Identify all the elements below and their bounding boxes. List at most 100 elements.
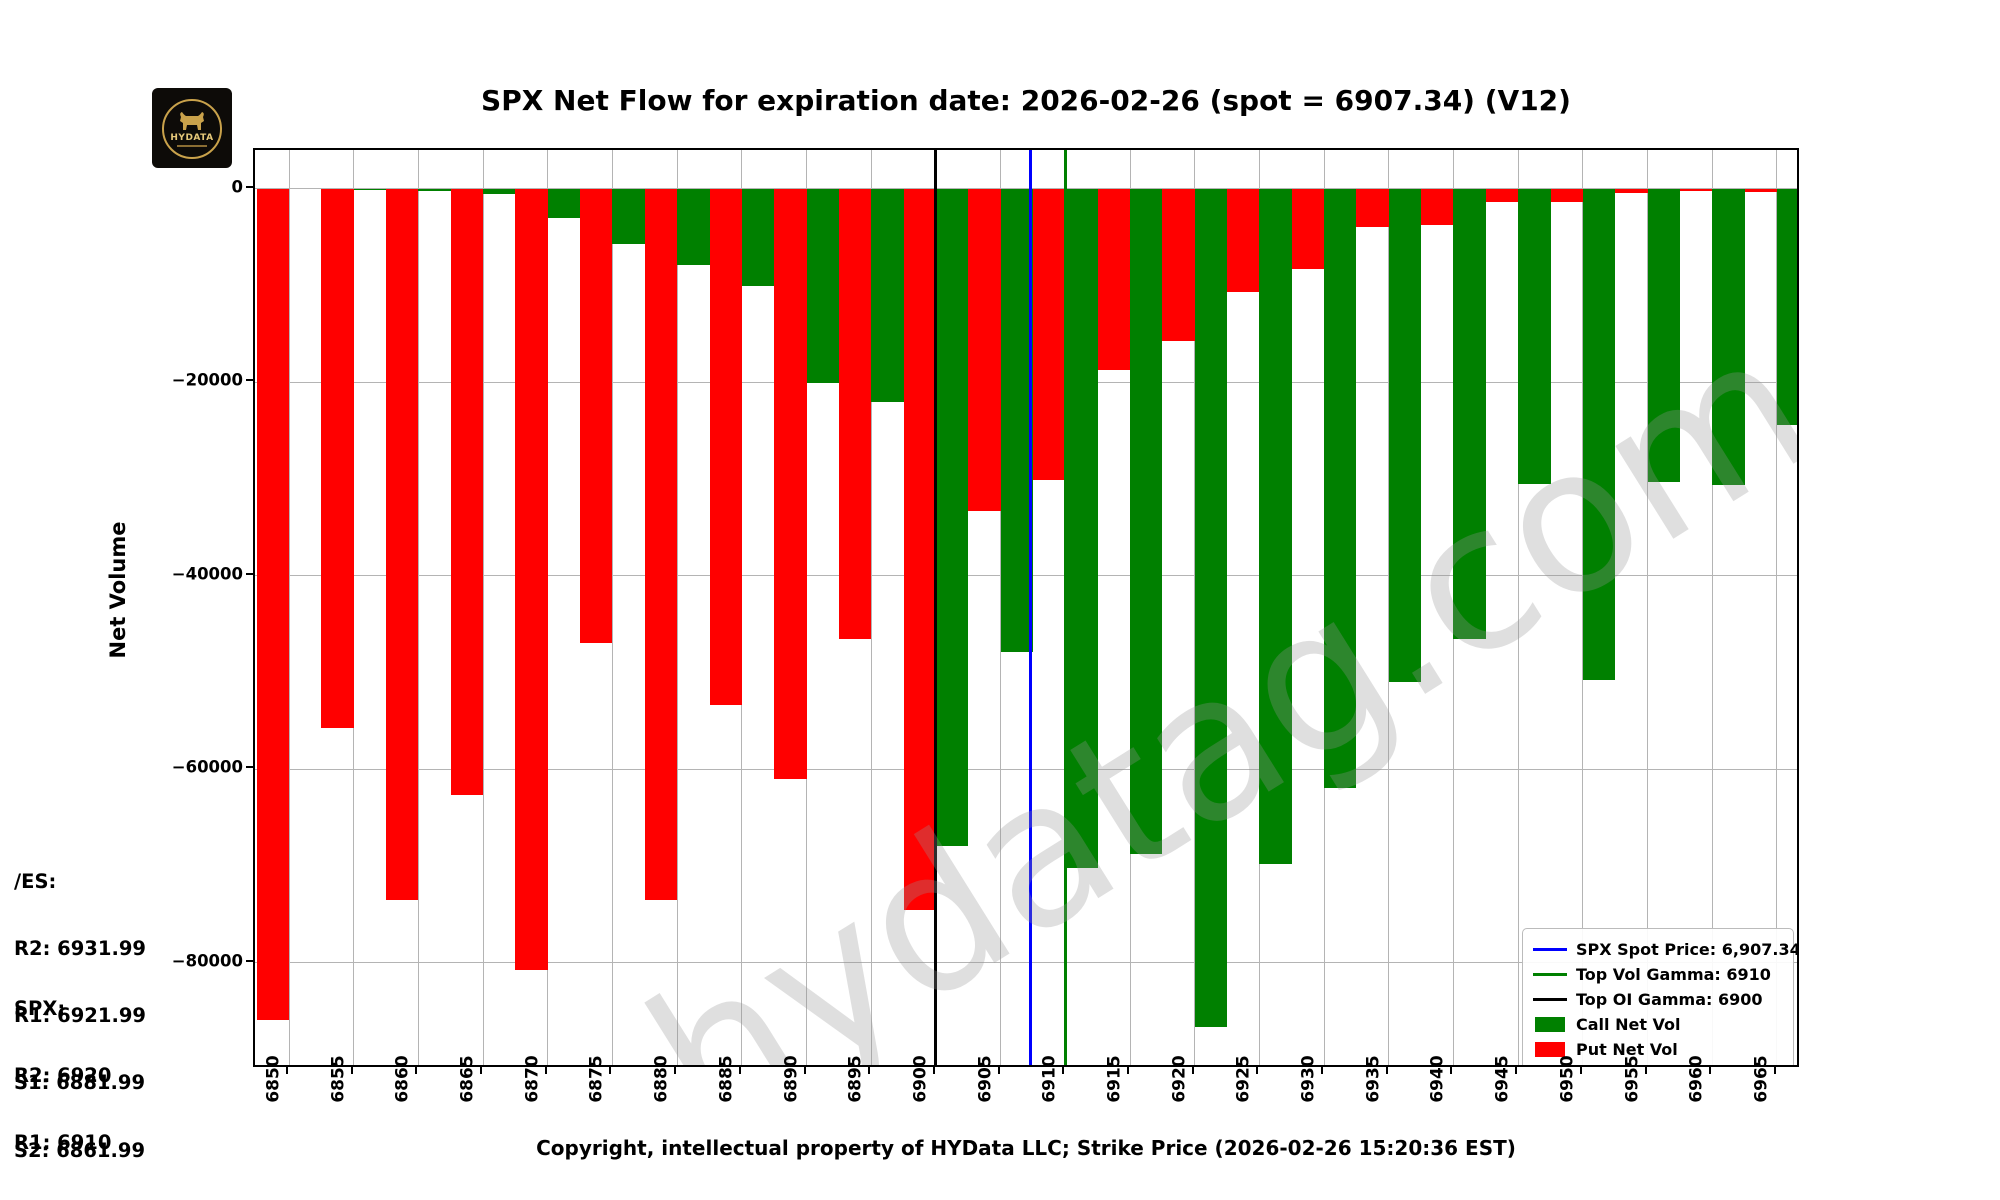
legend-item: Put Net Vol (1533, 1037, 1783, 1062)
x-tick-mark (1191, 1067, 1194, 1074)
put-net-vol-bar-6850 (256, 188, 290, 1020)
x-tick-mark (1321, 1067, 1324, 1074)
es-s1: S1: 6881.99 (14, 1071, 146, 1095)
es-r1: R1: 6921.99 (14, 1004, 146, 1028)
legend-label: Call Net Vol (1576, 1015, 1681, 1034)
call-net-vol-bar-6945 (1453, 188, 1486, 639)
legend-swatch-color (1535, 1017, 1565, 1032)
call-net-vol-bar-6875 (547, 188, 581, 218)
x-tick-label: 6850 (263, 1055, 284, 1103)
spx-r2: R2: 6920 (14, 1064, 112, 1088)
v-gridline (353, 150, 355, 1065)
v-gridline (547, 150, 549, 1065)
x-tick-mark (480, 1067, 483, 1074)
legend-swatch-color (1535, 1042, 1565, 1057)
v-gridline (870, 150, 872, 1065)
x-tick-label: 6890 (780, 1055, 801, 1103)
x-tick-mark (1450, 1067, 1453, 1074)
x-tick-label: 6880 (651, 1055, 672, 1103)
logo-brand-text: HYDATA (170, 133, 214, 143)
put-net-vol-bar-6935 (1356, 188, 1389, 228)
y-tick-mark (246, 959, 253, 962)
y-axis-label: Net Volume (106, 521, 130, 659)
x-tick-label: 6910 (1039, 1055, 1060, 1103)
call-net-vol-bar-6955 (1582, 188, 1616, 681)
y-tick-label: −20000 (171, 370, 243, 390)
put-net-vol-bar-6880 (644, 188, 678, 900)
x-tick-label: 6915 (1104, 1055, 1125, 1103)
x-axis-caption: Copyright, intellectual property of HYDa… (536, 1136, 1516, 1160)
v-gridline (611, 150, 613, 1065)
call-net-vol-bar-6960 (1647, 188, 1680, 482)
legend-label: SPX Spot Price: 6,907.34 (1576, 940, 1799, 959)
x-tick-label: 6935 (1363, 1055, 1384, 1103)
es-levels-block: /ES: R2: 6931.99 R1: 6921.99 S1: 6881.99… (14, 826, 146, 1200)
h-gridline (255, 768, 1797, 770)
x-tick-label: 6930 (1298, 1055, 1319, 1103)
v-gridline (741, 150, 743, 1065)
legend-label: Top OI Gamma: 6900 (1576, 990, 1763, 1009)
v-gridline (1517, 150, 1519, 1065)
call-net-vol-bar-6870 (483, 188, 516, 195)
top-oi-gamma-6900-line (934, 150, 938, 1065)
put-net-vol-bar-6925 (1227, 188, 1260, 293)
call-net-vol-bar-6965 (1712, 188, 1745, 485)
x-tick-mark (286, 1067, 289, 1074)
logo-tagline-rule (177, 145, 207, 147)
x-tick-mark (350, 1067, 353, 1074)
legend-item: Top Vol Gamma: 6910 (1533, 962, 1783, 987)
x-tick-label: 6855 (328, 1055, 349, 1103)
call-net-vol-bar-6900 (871, 188, 904, 402)
x-tick-mark (1773, 1067, 1776, 1074)
put-net-vol-bar-6870 (515, 188, 548, 971)
legend-item: Call Net Vol (1533, 1012, 1783, 1037)
x-tick-mark (1062, 1067, 1065, 1074)
call-net-vol-bar-6950 (1518, 188, 1551, 484)
put-net-vol-bar-6890 (774, 188, 807, 779)
legend-swatch-color (1533, 947, 1567, 952)
y-tick-mark (246, 572, 253, 575)
call-net-vol-bar-6910 (1000, 188, 1033, 653)
x-tick-label: 6920 (1169, 1055, 1190, 1103)
h-gridline (255, 962, 1797, 964)
x-tick-mark (868, 1067, 871, 1074)
v-gridline (806, 150, 808, 1065)
call-net-vol-bar-6935 (1324, 188, 1357, 789)
put-net-vol-bar-6875 (580, 188, 613, 644)
x-tick-label: 6860 (392, 1055, 413, 1103)
put-net-vol-bar-6930 (1291, 188, 1325, 269)
y-tick-label: −40000 (171, 564, 243, 584)
put-net-vol-bar-6860 (386, 188, 419, 900)
y-tick-mark (246, 766, 253, 769)
call-net-vol-bar-6920 (1130, 188, 1163, 855)
v-gridline (482, 150, 484, 1065)
v-gridline (676, 150, 678, 1065)
x-tick-mark (932, 1067, 935, 1074)
x-tick-label: 6945 (1492, 1055, 1513, 1103)
x-tick-mark (1515, 1067, 1518, 1074)
y-tick-label: −80000 (171, 951, 243, 971)
put-net-vol-bar-6920 (1162, 188, 1195, 341)
call-net-vol-bar-6915 (1065, 188, 1098, 868)
x-tick-label: 6895 (845, 1055, 866, 1103)
x-tick-label: 6865 (457, 1055, 478, 1103)
x-tick-mark (1256, 1067, 1259, 1074)
x-tick-label: 6885 (716, 1055, 737, 1103)
x-tick-mark (1127, 1067, 1130, 1074)
v-gridline (1647, 150, 1649, 1065)
put-net-vol-bar-6915 (1097, 188, 1131, 370)
call-net-vol-bar-6930 (1259, 188, 1292, 864)
x-tick-mark (803, 1067, 806, 1074)
legend-line-swatch (1533, 947, 1567, 952)
chart-title: SPX Net Flow for expiration date: 2026-0… (481, 84, 1571, 117)
spx-spot-price-6-907-34-line (1029, 150, 1033, 1065)
plot-area: hydatag.com SPX Spot Price: 6,907.34 Top … (253, 148, 1799, 1067)
legend-item: Top OI Gamma: 6900 (1533, 987, 1783, 1012)
bull-emblem-icon: HYDATA (162, 99, 222, 159)
top-vol-gamma-6910-line (1064, 150, 1067, 1065)
v-gridline (288, 150, 290, 1065)
x-tick-label: 6940 (1427, 1055, 1448, 1103)
call-net-vol-bar-6895 (806, 188, 839, 384)
call-net-vol-bar-6860 (353, 188, 387, 191)
x-tick-label: 6955 (1621, 1055, 1642, 1103)
